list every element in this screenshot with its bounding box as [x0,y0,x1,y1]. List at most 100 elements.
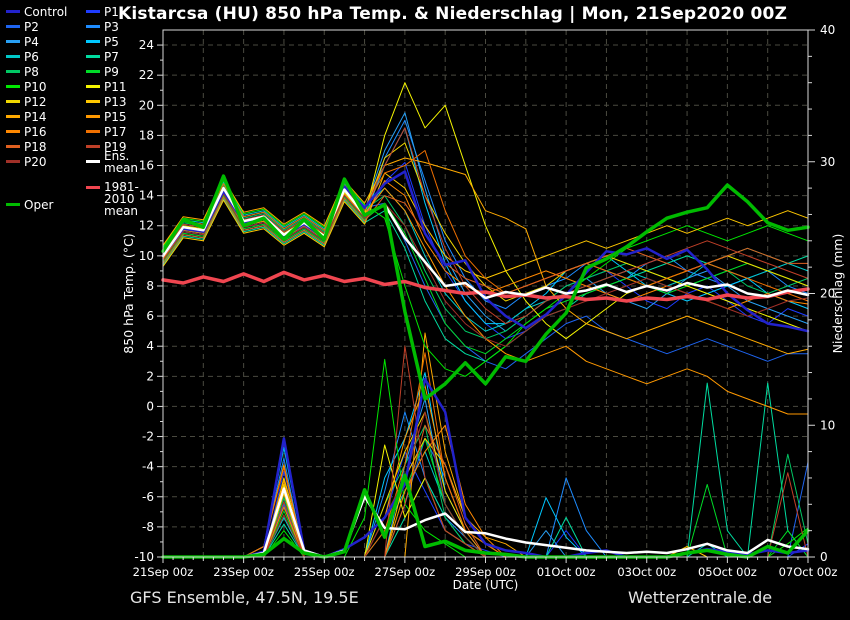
legend-label: P9 [104,64,119,79]
temp-tick-label: 14 [139,189,154,203]
temp-tick-label: 8 [146,279,154,293]
legend-swatch [86,130,100,133]
precip-tick-label: 10 [820,418,835,432]
temp-tick-label: -8 [142,520,154,534]
footer-model-info: GFS Ensemble, 47.5N, 19.5E [130,588,359,607]
series-temp-p10 [162,180,809,377]
date-tick-label: 25Sep 00z [294,565,355,579]
legend-item-p10: P10 [6,79,67,94]
series-temp-p14 [162,157,809,355]
temp-tick-label: 24 [139,38,154,52]
temp-tick-label: -6 [142,490,154,504]
temp-tick-label: 18 [139,128,154,142]
precip-tick-label: 20 [820,287,835,301]
series-temp-oper [161,174,810,401]
legend-swatch [6,55,20,58]
series-precip-p1 [162,451,809,558]
legend-swatch [86,25,100,28]
legend-swatch [86,115,100,118]
legend-label: P11 [104,79,127,94]
temp-tick-label: 20 [139,98,154,112]
legend-label: P20 [24,154,47,169]
temp-tick-label: 0 [146,399,154,413]
legend-label: P15 [104,109,127,124]
date-tick-label: 23Sep 00z [213,565,274,579]
legend-swatch [6,130,20,133]
legend-label: P18 [24,139,47,154]
legend-label: P16 [24,124,47,139]
series-precip-ens-mean [161,487,810,559]
legend-swatch [6,70,20,73]
legend-label: P4 [24,34,39,49]
legend-item-p3: P3 [86,19,139,34]
series-temp-p18 [162,195,809,294]
legend-label: P13 [104,94,127,109]
date-tick-label: 27Sep 00z [375,565,436,579]
legend-swatch [6,85,20,88]
legend-item-p14: P14 [6,109,67,124]
legend-item-p6: P6 [6,49,67,64]
legend-label: P3 [104,19,119,34]
legend-label: Ens. mean [104,148,139,175]
temp-tick-label: -10 [134,550,154,564]
legend-item-p9: P9 [86,64,139,79]
legend-item-p12: P12 [6,94,67,109]
legend-item-ens-mean: Ens. mean [86,150,139,174]
legend-item-control: Control [6,4,67,19]
temp-tick-label: 12 [139,219,154,233]
date-tick-label: 07Oct 00z [779,565,838,579]
y-left-axis-title: 850 hPa Temp. (°C) [121,233,136,353]
legend-item-p2: P2 [6,19,67,34]
legend-swatch [86,160,100,163]
legend-item-p19: P19 [86,139,139,154]
legend-label: P7 [104,49,119,64]
temp-tick-label: 22 [139,68,154,82]
series-precip-oper [161,473,810,559]
legend-item-p11: P11 [86,79,139,94]
legend-label: P17 [104,124,127,139]
legend-swatch [6,10,20,13]
legend-item-1981-2010-mean: 1981-2010 mean [86,181,139,217]
legend-swatch [6,40,20,43]
temp-tick-label: 2 [146,369,154,383]
legend-swatch [6,100,20,103]
legend-item-p8: P8 [6,64,67,79]
temp-tick-label: 6 [146,309,154,323]
temp-tick-label: 4 [146,339,154,353]
legend-column-1: Control P2 P4 P6 P8 P10 P12 P14 P16 P18 P20 Oper [6,4,67,212]
legend-label: P6 [24,49,39,64]
legend-label: Oper [24,197,54,212]
y-right-axis-title: Niederschlag (mm) [830,234,845,354]
series-precip-control [161,377,810,559]
x-axis-title: Date (UTC) [453,578,519,592]
series-temp-p19 [162,127,809,325]
date-tick-label: 21Sep 00z [133,565,194,579]
temp-tick-label: 16 [139,159,154,173]
legend-item-p1: P1 [86,4,139,19]
legend-swatch [6,145,20,148]
legend-item-p7: P7 [86,49,139,64]
date-tick-label: 03Oct 00z [617,565,676,579]
precip-tick-label: 30 [820,155,835,169]
legend-label: Control [24,4,68,19]
series-temp-p9 [162,195,809,355]
legend-swatch [86,55,100,58]
precip-tick-label: 40 [820,23,835,37]
legend-item-p20: P20 [6,154,67,169]
series-temp-1981-2010-mean [161,270,810,303]
legend-label: P10 [24,79,47,94]
temp-tick-label: -4 [142,460,154,474]
legend-label: P5 [104,34,119,49]
legend-item-p16: P16 [6,124,67,139]
legend-swatch [6,160,20,163]
legend-item-oper: Oper [6,197,67,212]
series-temp-p6 [162,181,809,332]
legend-item-p18: P18 [6,139,67,154]
date-tick-label: 05Oct 00z [698,565,757,579]
date-tick-label: 01Oct 00z [537,565,596,579]
legend-swatch [86,40,100,43]
legend-swatch [86,145,100,148]
legend-label: P2 [24,19,39,34]
